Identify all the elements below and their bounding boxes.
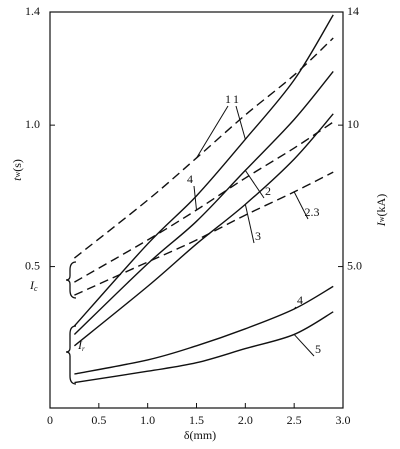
line xyxy=(73,14,334,327)
line xyxy=(74,121,334,283)
line xyxy=(74,311,334,384)
y-tick-label: 1.0 xyxy=(25,117,40,131)
line xyxy=(73,70,334,335)
annotation: Ir xyxy=(77,338,85,353)
line xyxy=(74,285,334,375)
y-axis-label: tw(s) xyxy=(10,159,24,181)
line xyxy=(74,171,334,296)
y2-tick-label: 14 xyxy=(347,4,359,18)
series-label: 3 xyxy=(255,229,261,243)
series-label: 1 xyxy=(233,92,239,106)
x-tick-label: 1.0 xyxy=(140,413,155,427)
leader-line xyxy=(244,204,255,244)
leader-line xyxy=(244,170,265,199)
leader-line xyxy=(235,105,246,140)
series-label: 4 xyxy=(297,293,303,307)
x-tick-label: 0 xyxy=(47,413,53,427)
x-tick-label: 2.0 xyxy=(238,413,253,427)
leader-line xyxy=(196,105,229,159)
series-label: 4 xyxy=(187,172,193,186)
y-tick-label: 1.4 xyxy=(25,4,40,18)
annotation: Ic xyxy=(29,278,38,293)
x-tick-label: 0.5 xyxy=(91,413,106,427)
brace xyxy=(65,325,77,385)
series-label: 2.3 xyxy=(305,205,320,219)
series-label: 1 xyxy=(225,92,231,106)
leader-line xyxy=(293,191,309,220)
line xyxy=(73,113,334,347)
y2-tick-label: 10 xyxy=(347,117,359,131)
y2-axis-label: Iw(kA) xyxy=(374,194,388,227)
series-label: 5 xyxy=(315,342,321,356)
x-tick-label: 3.0 xyxy=(336,413,351,427)
y-tick-label: 0.5 xyxy=(25,258,40,272)
brace xyxy=(65,261,77,299)
x-tick-label: 2.5 xyxy=(287,413,302,427)
leader-line xyxy=(293,306,297,310)
leader-line xyxy=(293,334,315,357)
line xyxy=(73,37,334,259)
x-axis-label: δ(mm) xyxy=(184,428,216,442)
x-tick-label: 1.5 xyxy=(189,413,204,427)
y2-tick-label: 5.0 xyxy=(347,258,362,272)
series-label: 2 xyxy=(265,184,271,198)
